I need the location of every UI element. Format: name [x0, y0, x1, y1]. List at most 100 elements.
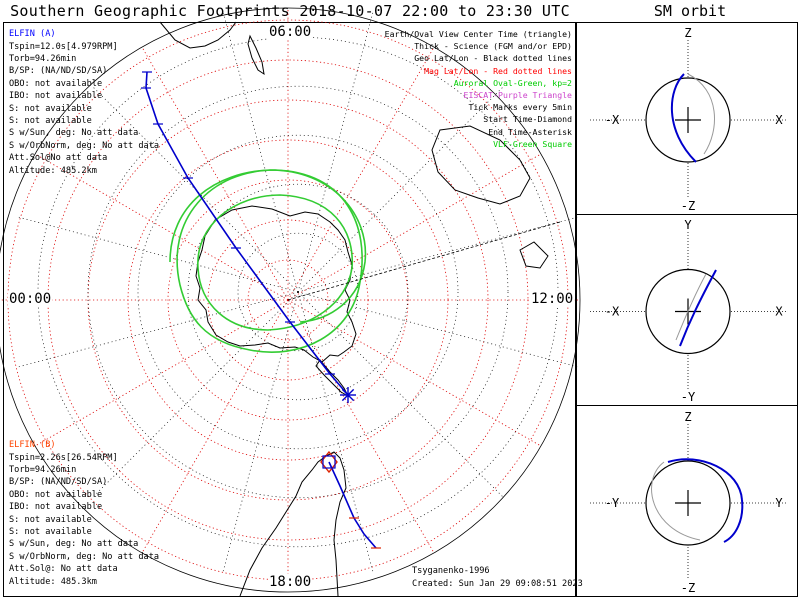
geo-lon-line: [297, 216, 579, 293]
sm-orbit-a-arc-3: [667, 458, 744, 543]
elfin-b-info-line: S: not available: [9, 514, 92, 525]
sm-axis-label-left: -Y: [605, 496, 620, 510]
geo-lon-line: [17, 291, 299, 368]
sm-axis-label-bottom: -Z: [681, 199, 695, 213]
geo-lon-line: [297, 291, 504, 498]
legend-item: VLF-Green Square: [493, 138, 572, 149]
sm-axis-label-top: Z: [684, 26, 691, 40]
elfin-a-info-line: Torb=94.26min: [9, 53, 77, 64]
australia-coastline: [431, 125, 531, 205]
sm-axis-label-top: Y: [684, 218, 692, 232]
elfin-a-info-line: Tspin=12.0s[4.979RPM]: [9, 41, 118, 52]
auroral-ovals: [169, 169, 367, 353]
madagascar-coastline: [247, 34, 265, 76]
elfin-b-info-line: S: not available: [9, 526, 92, 537]
elfin-b-track: [328, 461, 377, 549]
horizon-circle: [0, 7, 581, 593]
geo-lon-line: [222, 291, 299, 573]
geo-lon-line: [17, 216, 299, 293]
elfin-b-info-line: S w/OrbNorm, deg: No att data: [9, 551, 160, 562]
elfin-b-header: ELFIN (B): [9, 440, 56, 450]
elfin-a-info-line: S w/OrbNorm, deg: No att data: [9, 140, 160, 151]
legend-item: Tick Marks every 5min: [468, 102, 572, 113]
elfin-a-end-asterisk: [341, 388, 355, 402]
elfin-a-info-line: OBO: not available: [9, 78, 103, 89]
elfin-b-info-line: B/SP: (NA/ND/SD/SA): [9, 477, 108, 488]
center-time-meridian: [287, 221, 561, 301]
mag-lon-line: [287, 153, 542, 301]
mlt-label-top: 06:00: [268, 24, 313, 40]
legend-item: Earth/Oval View Center Time (triangle): [384, 29, 572, 39]
elfin-a-track: [145, 71, 349, 396]
elfin-a-info-line: Altitude: 485.2km: [9, 165, 97, 176]
antarctica-coastline: [195, 205, 357, 363]
legend-item: End Time-Asterisk: [488, 126, 572, 137]
sm-frame: [576, 22, 798, 597]
sm-axis-label-top: Z: [684, 410, 691, 424]
geo-lon-line: [92, 291, 299, 498]
antarctic-peninsula: [315, 359, 350, 398]
new-zealand-coastline: [519, 241, 549, 269]
elfin-b-info-line: Tspin=2.26s[26.54RPM]: [9, 452, 118, 463]
sm-orbit-b-arc-2: [675, 273, 707, 341]
mag-lon-line: [287, 46, 435, 301]
geo-lon-line: [297, 11, 374, 293]
elfin-a-info-line: S: not available: [9, 103, 92, 114]
mag-lon-line: [287, 299, 542, 447]
legend-item: Auroral Oval-Green, kp=2: [453, 77, 572, 88]
sm-axis-label-bottom: -Z: [681, 581, 695, 595]
sm-axis-label-left: -X: [605, 305, 620, 319]
sm-orbit-title: SM orbit: [653, 2, 727, 20]
elfin-b-start-diamond: [320, 450, 338, 474]
mlt-label-left: 00:00: [8, 291, 53, 307]
geo-lat-circle: [187, 183, 409, 401]
elfin-b-info-line: Altitude: 485.3km: [9, 576, 97, 587]
mag-lon-line: [34, 299, 289, 447]
mag-lon-line: [141, 299, 289, 554]
africa-coastline: [159, 21, 237, 49]
mag-lon-line: [141, 46, 289, 301]
elfin-b-info-line: S w/Sun, deg: No att data: [9, 539, 139, 550]
legend-item: Mag Lat/Lon - Red dotted lines: [424, 65, 572, 76]
mlt-label-bottom: 18:00: [268, 574, 313, 590]
elfin-a-info-line: S: not available: [9, 115, 92, 126]
geo-lat-circle: [137, 134, 459, 450]
elfin-a-info-line: S w/Sun, deg: No att data: [9, 128, 139, 139]
legend-item: Geo Lat/Lon - Black dotted lines: [414, 53, 572, 64]
elfin-a-info-line: B/SP: (NA/ND/SD/SA): [9, 66, 108, 77]
legend-item: Thick - Science (FGM and/or EPD): [414, 41, 572, 52]
sm-axis-label-right: X: [775, 113, 783, 127]
legend-item: EISCAT-Purple Triangle: [463, 90, 572, 100]
sm-orbit-b-arc-3: [651, 461, 701, 541]
mag-lon-line: [34, 153, 289, 301]
sm-axis-label-right: Y: [775, 496, 783, 510]
geo-lat-circle: [87, 85, 509, 499]
elfin-b-info-line: IBO: not available: [9, 502, 103, 513]
sm-orbit-a-arc-2: [679, 269, 717, 347]
elfin-b-info-line: Torb=94.26min: [9, 464, 77, 475]
mag-lon-line: [287, 299, 435, 554]
sm-orbit-panel: Z -Z -Y Y: [590, 410, 786, 595]
model-label: Tsyganenko-1996: [412, 566, 490, 576]
elfin-b-marker: [322, 455, 336, 469]
created-label: Created: Sun Jan 29 09:08:51 2023: [412, 579, 583, 589]
elfin-b-info-line: Att.Sol@: No att data: [9, 564, 118, 575]
sm-axis-label-left: -X: [605, 113, 620, 127]
sm-axis-label-right: X: [775, 305, 783, 319]
sm-orbit-panel: Z -Z -X X: [590, 26, 786, 213]
elfin-b-info-line: OBO: not available: [9, 489, 103, 500]
geo-lon-line: [297, 86, 504, 293]
sm-orbit-b-arc: [687, 73, 715, 155]
sm-axis-label-bottom: -Y: [681, 390, 696, 404]
mag-lat-circle: [247, 259, 329, 341]
plot-title: Southern Geographic Footprints 2018-10-0…: [10, 2, 570, 20]
elfin-a-header: ELFIN (A): [9, 29, 56, 39]
sm-orbit-a-arc: [670, 73, 697, 163]
map-frame: [3, 22, 576, 597]
geo-lon-line: [297, 291, 374, 573]
geo-lon-line: [297, 291, 579, 368]
legend-item: Start Time-Diamond: [483, 114, 572, 125]
elfin-a-info-line: IBO: not available: [9, 91, 103, 102]
mlt-label-right: 12:00: [530, 291, 575, 307]
